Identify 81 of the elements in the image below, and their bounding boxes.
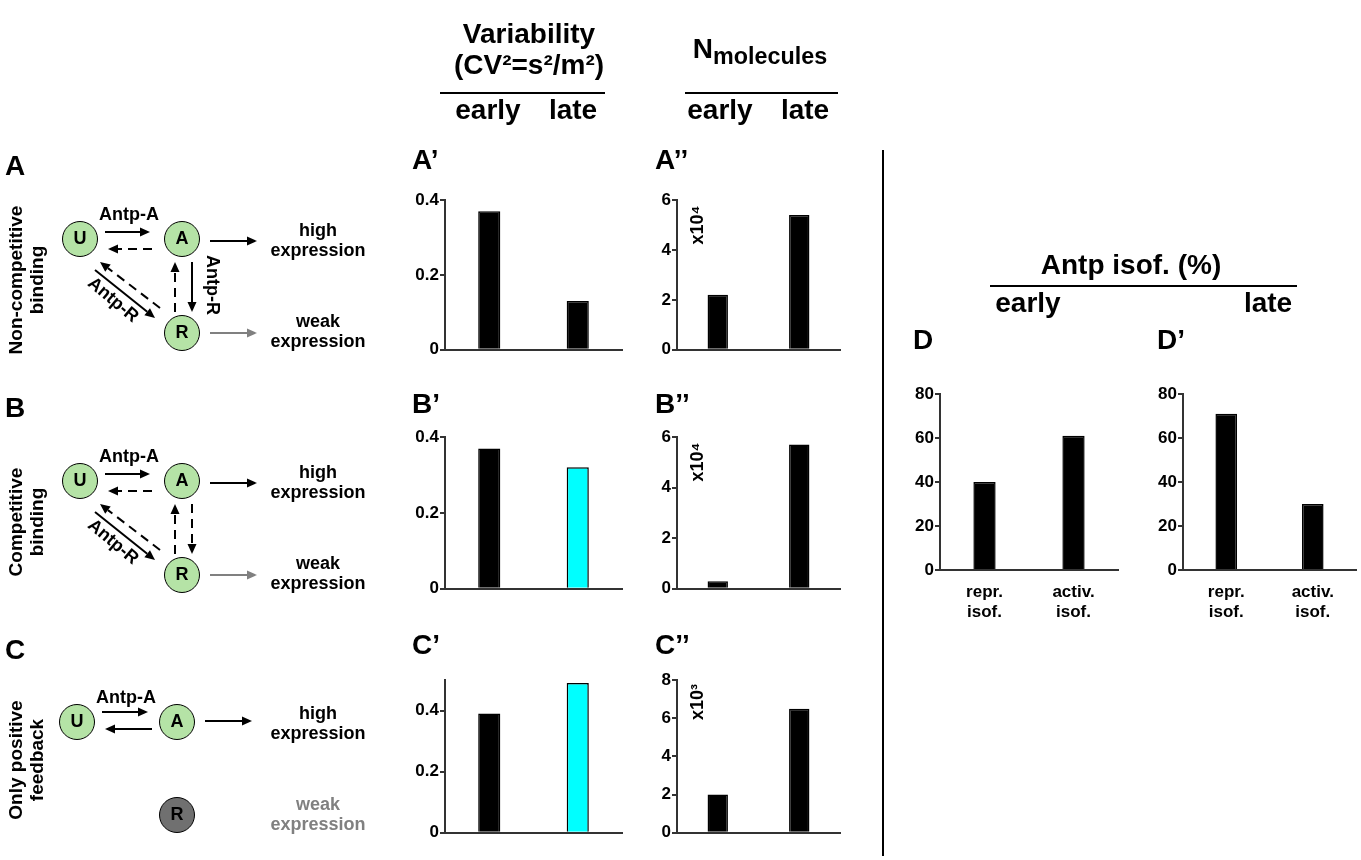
y-tick-label: 0 (429, 578, 439, 598)
text: A (175, 228, 189, 249)
text: U (73, 470, 87, 491)
y-tick-label: 0 (429, 822, 439, 842)
text: C (5, 634, 26, 665)
text: weak expression (269, 311, 367, 352)
text: Non-competitive binding (5, 204, 48, 357)
y-tick-label: 6 (661, 707, 671, 727)
y-tick-label: 0.2 (415, 761, 439, 781)
y-tick-label: 0 (429, 339, 439, 359)
chart-title: C’ (412, 629, 440, 660)
y-tick-label: 4 (661, 477, 672, 497)
text: R (175, 564, 189, 585)
chart-title: C’’ (655, 629, 690, 660)
chart-title: B’ (412, 388, 440, 419)
x-tick-label: repr. isof. (966, 581, 1003, 622)
text: Antp-A (96, 687, 156, 708)
y-tick-label: 6 (661, 426, 671, 446)
y-tick-label: 80 (915, 383, 934, 403)
y-tick-label: 40 (915, 471, 934, 491)
text: Antp-R (202, 255, 223, 315)
text: Antp-A (99, 446, 159, 467)
text: early (455, 93, 521, 126)
text: high expression (269, 703, 367, 744)
y-tick-label: 0 (661, 339, 671, 359)
y-tick-label: 20 (915, 515, 934, 535)
x-tick-label: activ. isof. (1052, 581, 1095, 622)
y-tick-label: 4 (661, 746, 672, 766)
text: high expression (269, 462, 367, 503)
text: R (170, 804, 184, 825)
chart-title: A’ (412, 144, 439, 175)
text: Antp-A (99, 204, 159, 225)
y-tick-label: 0.4 (415, 426, 440, 446)
y-tick-label: 60 (915, 427, 934, 447)
chart-title: A’’ (655, 144, 689, 175)
y-axis-title: x10³ (687, 683, 708, 721)
text: early (687, 93, 753, 126)
y-tick-label: 0.4 (415, 189, 440, 209)
text: weak expression (269, 794, 367, 835)
text: U (73, 228, 87, 249)
text: late (1243, 286, 1293, 319)
chart-title: D’ (1157, 324, 1185, 355)
y-tick-label: 0.2 (415, 502, 439, 522)
x-tick-label: repr. isof. (1207, 581, 1245, 622)
y-tick-label: 2 (661, 527, 671, 547)
y-tick-label: 2 (661, 784, 671, 804)
y-tick-label: 0 (1167, 559, 1177, 579)
y-tick-label: 80 (1158, 383, 1177, 403)
y-tick-label: 8 (661, 669, 671, 689)
y-tick-label: 0.4 (415, 700, 440, 720)
text: Only positive feedback (5, 699, 48, 822)
y-tick-label: 4 (661, 239, 672, 259)
y-axis-title: x10⁴ (687, 205, 708, 245)
text: high expression (269, 220, 367, 261)
y-tick-label: 6 (661, 189, 671, 209)
chart-title: D (913, 324, 934, 355)
text: weak expression (269, 553, 367, 594)
y-tick-label: 0 (924, 559, 934, 579)
text: A (5, 150, 26, 181)
text: U (70, 711, 84, 732)
text: A (170, 711, 184, 732)
y-tick-label: 0.2 (415, 264, 439, 284)
text: late (548, 93, 598, 126)
text: R (175, 322, 189, 343)
y-tick-label: 0 (661, 822, 671, 842)
y-tick-label: 40 (1158, 471, 1177, 491)
y-tick-label: 2 (661, 289, 671, 309)
text: late (780, 93, 830, 126)
text: early (995, 286, 1061, 319)
text: Competitive binding (5, 466, 48, 579)
x-tick-label: activ. isof. (1291, 581, 1334, 622)
chart-title: B’’ (655, 388, 690, 419)
y-tick-label: 60 (1158, 427, 1177, 447)
text: Variability (CV²=s²/m²) (452, 18, 606, 81)
text: N$_{molecules}$ (692, 32, 828, 71)
text: Antp isof. (%) (1040, 248, 1222, 281)
y-tick-label: 20 (1158, 515, 1177, 535)
y-tick-label: 0 (661, 578, 671, 598)
y-axis-title: x10⁴ (687, 442, 708, 482)
text: A (175, 470, 189, 491)
text: B (5, 392, 26, 423)
